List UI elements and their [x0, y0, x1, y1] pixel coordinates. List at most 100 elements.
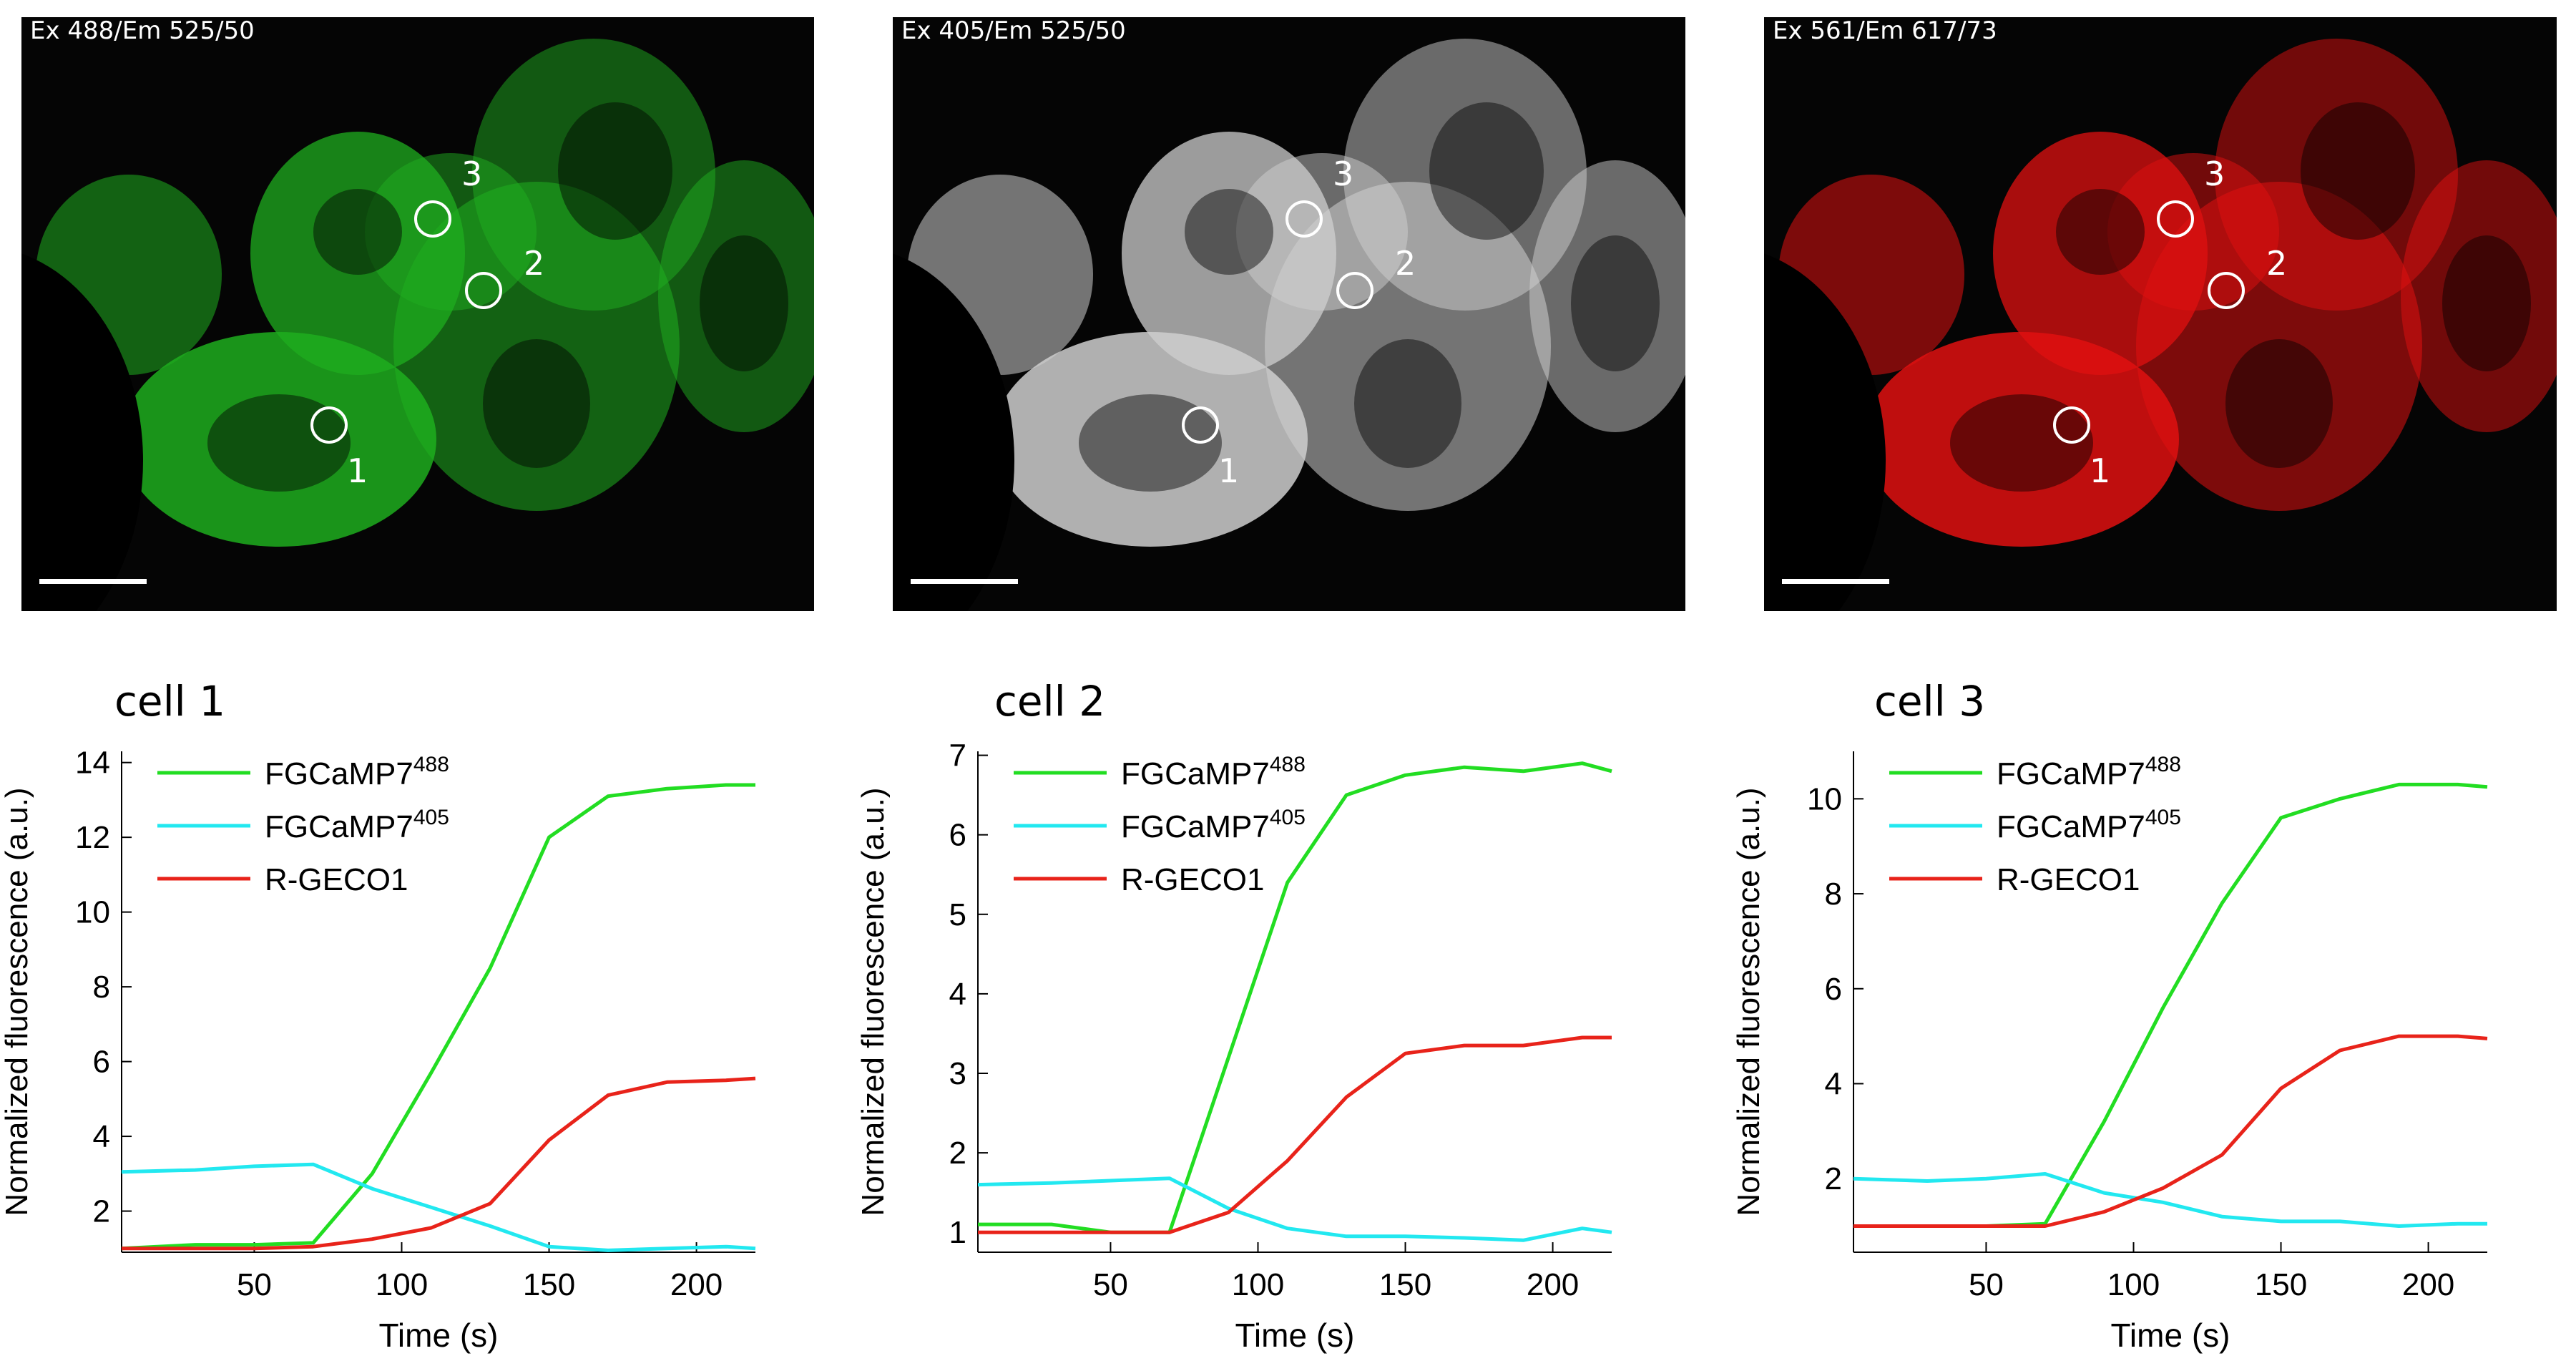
cell-bodies — [36, 39, 814, 547]
legend-entry: FGCaMP7488 — [1997, 753, 2181, 791]
nucleus — [483, 339, 590, 468]
x-tick-label: 200 — [2402, 1267, 2454, 1302]
series-line — [1853, 782, 2488, 1228]
x-tick-label: 150 — [1379, 1267, 1431, 1302]
roi-label: 2 — [2266, 244, 2287, 283]
legend-entry: FGCaMP7405 — [1997, 806, 2181, 844]
y-tick-label: 6 — [93, 1045, 110, 1080]
nucleus — [207, 394, 351, 492]
y-tick-label: 2 — [93, 1194, 110, 1229]
nucleus — [1571, 235, 1660, 371]
legend-entry: FGCaMP7488 — [1121, 753, 1306, 791]
legend-entry: FGCaMP7405 — [1121, 806, 1306, 844]
x-tick-label: 50 — [1093, 1267, 1128, 1302]
roi-circle — [1336, 272, 1373, 309]
roi-circle — [2157, 200, 2194, 238]
x-tick-label: 100 — [2107, 1267, 2160, 1302]
scale-bar — [1782, 579, 1889, 584]
y-axis-label: Normalized fluorescence (a.u.) — [1731, 787, 1766, 1216]
y-tick-label: 6 — [1825, 972, 1842, 1007]
plots-row: cell 1 2 4 6 8 10 12 14 50 100 150 200 Time (s) Norma… — [0, 630, 2576, 1367]
cell-body — [1529, 160, 1685, 432]
roi-label: 3 — [461, 155, 482, 193]
cell-body — [2401, 160, 2557, 432]
x-tick-label: 150 — [2255, 1267, 2307, 1302]
nucleus — [1354, 339, 1461, 468]
legend-entry: R-GECO1 — [1121, 862, 1264, 897]
roi-label: 1 — [347, 452, 368, 490]
y-tick-label: 8 — [1825, 877, 1842, 912]
roi-label: 1 — [1218, 452, 1239, 490]
roi-circle — [1285, 200, 1323, 238]
y-tick-label: 10 — [75, 895, 110, 930]
y-tick-label: 6 — [949, 818, 966, 853]
micrograph-green-image: Ex 488/Em 525/50 1 2 3 — [21, 17, 814, 611]
roi-label: 1 — [2090, 452, 2110, 490]
y-tick-label: 4 — [949, 977, 966, 1012]
scale-bar — [911, 579, 1018, 584]
micrograph-gray: Ex 405/Em 525/50 1 2 3 — [893, 17, 1685, 611]
dark-region — [893, 253, 1014, 611]
x-tick-label: 100 — [1232, 1267, 1284, 1302]
x-tick-label: 200 — [670, 1267, 723, 1302]
x-tick-label: 100 — [376, 1267, 428, 1302]
roi-circle — [310, 406, 348, 444]
cell-body — [993, 332, 1308, 547]
legend-entry: R-GECO1 — [1997, 862, 2140, 897]
dark-region — [1764, 253, 1886, 611]
chart-title: cell 2 — [994, 677, 1105, 726]
roi-label: 3 — [2204, 155, 2225, 193]
y-tick-label: 5 — [949, 897, 966, 932]
micrograph-red-image: Ex 561/Em 617/73 1 2 3 — [1764, 17, 2557, 611]
series-line — [1853, 1034, 2488, 1228]
y-tick-label: 1 — [949, 1215, 966, 1250]
nucleus — [2056, 189, 2145, 275]
y-tick-label: 7 — [949, 738, 966, 774]
nucleus — [1429, 102, 1544, 240]
cell-body — [2107, 153, 2279, 311]
nucleus — [2225, 339, 2333, 468]
cell-body — [365, 153, 537, 311]
nucleus — [2301, 102, 2415, 240]
nucleus — [2442, 235, 2531, 371]
roi-circle — [465, 272, 502, 309]
y-axis-label: Normalized fluorescence (a.u.) — [0, 787, 34, 1216]
series-line — [977, 1176, 1612, 1242]
micrograph-gray-image: Ex 405/Em 525/50 1 2 3 — [893, 17, 1685, 611]
y-tick-label: 10 — [1807, 781, 1842, 816]
roi-label: 2 — [1395, 244, 1416, 283]
roi-circle — [2208, 272, 2245, 309]
chart-title: cell 3 — [1874, 677, 1985, 726]
x-axis-label: Time (s) — [379, 1317, 499, 1354]
cell-body — [658, 160, 814, 432]
y-axis-label: Normalized fluorescence (a.u.) — [856, 787, 891, 1216]
x-tick-label: 50 — [1969, 1267, 2004, 1302]
nucleus — [700, 235, 788, 371]
legend-entry: R-GECO1 — [265, 862, 408, 897]
x-tick-label: 200 — [1527, 1267, 1579, 1302]
roi-label: 2 — [524, 244, 544, 283]
chart-2: cell 2 1 2 3 4 5 6 7 50 100 150 200 Time (s) Normaliz… — [856, 677, 1612, 1354]
chart-title: cell 1 — [114, 677, 225, 726]
legend-entry: FGCaMP7405 — [265, 806, 449, 844]
y-tick-label: 4 — [1825, 1066, 1842, 1101]
y-tick-label: 4 — [93, 1119, 110, 1154]
y-tick-label: 3 — [949, 1056, 966, 1091]
scale-bar — [39, 579, 147, 584]
y-tick-label: 2 — [949, 1136, 966, 1171]
nucleus — [1079, 394, 1222, 492]
series-line — [121, 783, 755, 1251]
y-tick-label: 14 — [75, 746, 110, 781]
x-axis-label: Time (s) — [2111, 1317, 2230, 1354]
roi-circle — [1182, 406, 1219, 444]
cell-body — [1864, 332, 2179, 547]
roi-label: 3 — [1333, 155, 1353, 193]
y-tick-label: 12 — [75, 820, 110, 855]
chart-1: cell 1 2 4 6 8 10 12 14 50 100 150 200 Time (s) Norma… — [0, 677, 756, 1354]
chart-3: cell 3 2 4 6 8 10 50 100 150 200 Time (s) Normalize… — [1731, 677, 2488, 1354]
y-tick-label: 2 — [1825, 1161, 1842, 1196]
series-line — [122, 1076, 756, 1251]
series-line — [978, 761, 1612, 1234]
micrograph-green: Ex 488/Em 525/50 1 2 3 — [21, 17, 814, 611]
